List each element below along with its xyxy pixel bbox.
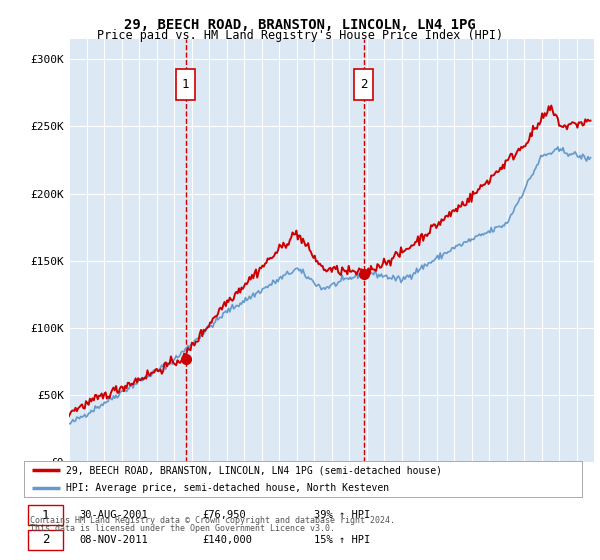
Text: £140,000: £140,000 xyxy=(203,535,253,545)
Text: 2: 2 xyxy=(360,78,368,91)
Text: 2: 2 xyxy=(42,533,50,547)
Text: Contains HM Land Registry data © Crown copyright and database right 2024.: Contains HM Land Registry data © Crown c… xyxy=(30,516,395,525)
Text: £76,950: £76,950 xyxy=(203,510,247,520)
Bar xyxy=(176,69,195,100)
Bar xyxy=(28,505,63,525)
Text: 1: 1 xyxy=(42,508,50,522)
Bar xyxy=(354,69,373,100)
Bar xyxy=(28,530,63,550)
Text: 30-AUG-2001: 30-AUG-2001 xyxy=(80,510,149,520)
Text: 15% ↑ HPI: 15% ↑ HPI xyxy=(314,535,370,545)
Text: Price paid vs. HM Land Registry's House Price Index (HPI): Price paid vs. HM Land Registry's House … xyxy=(97,29,503,42)
Text: 08-NOV-2011: 08-NOV-2011 xyxy=(80,535,149,545)
Text: 1: 1 xyxy=(182,78,190,91)
Text: 29, BEECH ROAD, BRANSTON, LINCOLN, LN4 1PG: 29, BEECH ROAD, BRANSTON, LINCOLN, LN4 1… xyxy=(124,18,476,32)
Text: 29, BEECH ROAD, BRANSTON, LINCOLN, LN4 1PG (semi-detached house): 29, BEECH ROAD, BRANSTON, LINCOLN, LN4 1… xyxy=(66,465,442,475)
Text: 39% ↑ HPI: 39% ↑ HPI xyxy=(314,510,370,520)
Text: HPI: Average price, semi-detached house, North Kesteven: HPI: Average price, semi-detached house,… xyxy=(66,483,389,493)
Text: This data is licensed under the Open Government Licence v3.0.: This data is licensed under the Open Gov… xyxy=(30,524,335,533)
